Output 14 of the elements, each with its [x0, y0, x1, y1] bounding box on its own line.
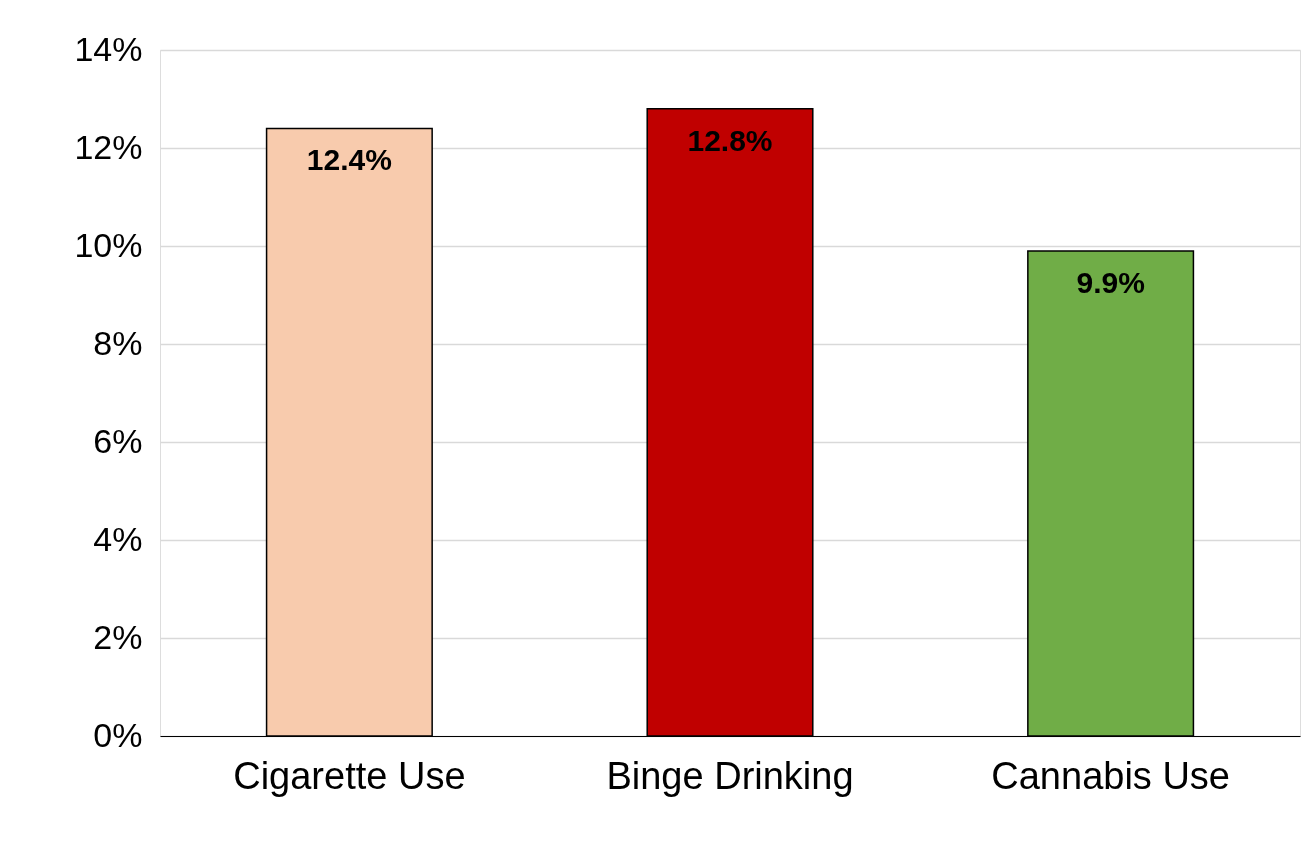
y-tick-label: 2%: [93, 617, 143, 656]
y-tick-label: 10%: [74, 225, 143, 264]
data-label: 9.9%: [1076, 265, 1145, 299]
y-tick-label: 4%: [93, 519, 143, 558]
data-label: 12.8%: [687, 123, 773, 157]
x-tick-label: Cigarette Use: [233, 754, 466, 797]
y-tick-label: 12%: [74, 127, 143, 166]
y-tick-label: 0%: [93, 715, 143, 754]
x-tick-label: Binge Drinking: [606, 754, 854, 797]
data-label: 12.4%: [306, 143, 392, 177]
y-tick-label: 8%: [93, 323, 143, 362]
y-tick-label: 6%: [93, 421, 143, 460]
y-tick-label: 14%: [74, 29, 143, 68]
x-tick-label: Cannabis Use: [991, 754, 1230, 797]
